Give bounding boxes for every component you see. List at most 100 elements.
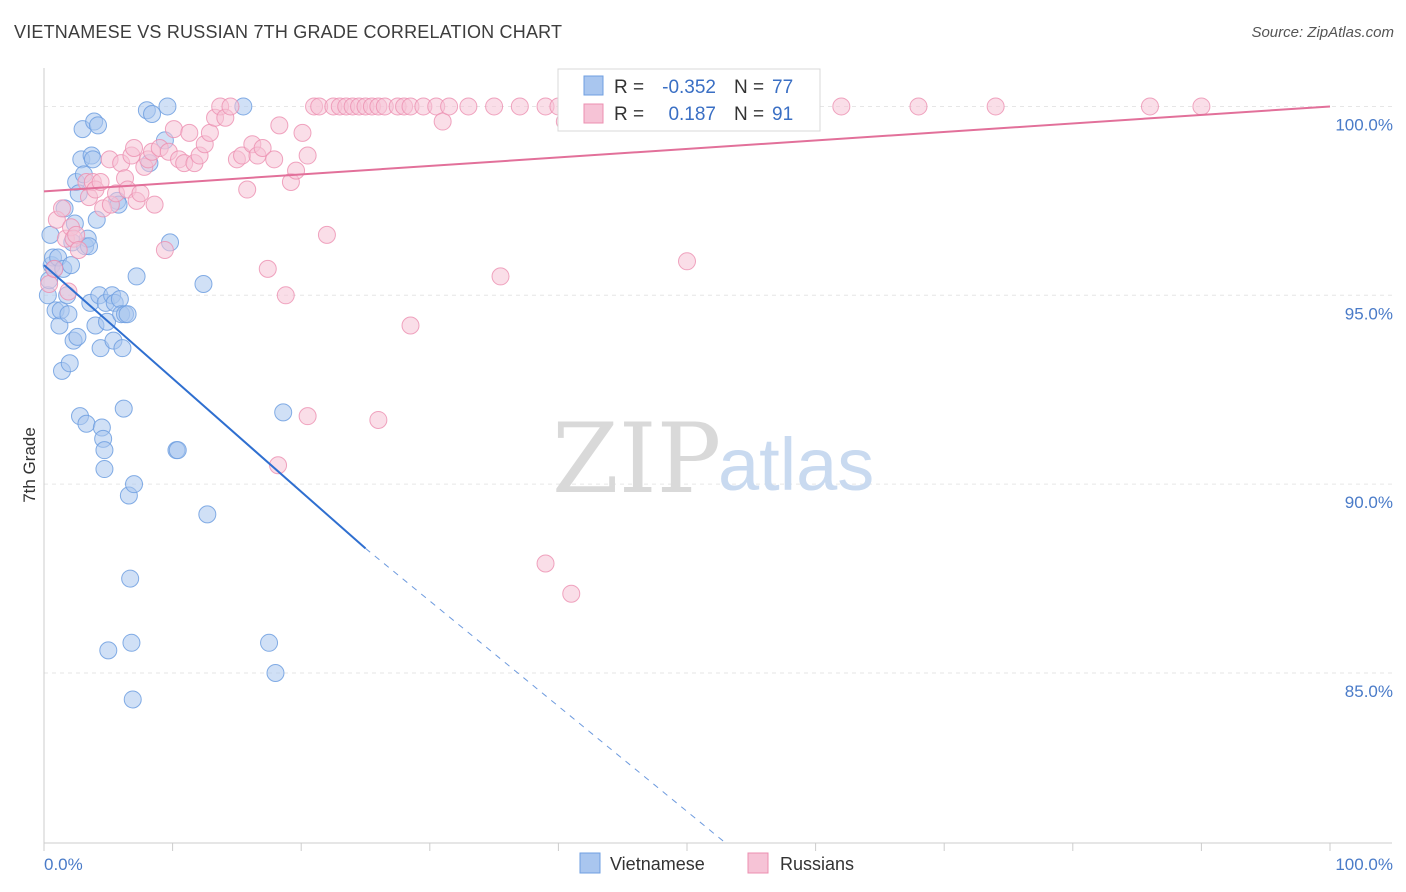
legend-swatch-blue: [583, 75, 604, 96]
russians-point: [200, 123, 219, 142]
russians-point: [298, 407, 317, 426]
x-tick-label: 100.0%: [1335, 855, 1393, 874]
y-tick-label: 100.0%: [1335, 115, 1393, 134]
russians-point: [287, 161, 306, 180]
stat-r-value-2: 0.187: [668, 104, 716, 125]
russians-point: [832, 97, 851, 116]
vietnamese-point: [95, 441, 114, 460]
russians-point: [145, 195, 164, 214]
russians-point: [1192, 97, 1211, 116]
legend-vietnamese-label: Vietnamese: [610, 854, 705, 874]
vietnamese-point: [143, 104, 162, 123]
russians-point: [265, 150, 284, 169]
russians-point: [155, 240, 174, 259]
russians-point: [401, 316, 420, 335]
russians-trend-line: [43, 105, 1331, 193]
vietnamese-point: [95, 460, 114, 479]
russians-point: [131, 184, 150, 203]
russians-point: [433, 112, 452, 131]
russians-point: [59, 282, 78, 301]
x-tick-label: 0.0%: [44, 855, 83, 874]
russians-point: [317, 225, 336, 244]
vietnamese-point: [59, 305, 78, 324]
russians-point: [91, 172, 110, 191]
series-vietnamese-points: [38, 97, 293, 709]
y-tick-label: 90.0%: [1345, 493, 1393, 512]
vietnamese-point: [125, 475, 144, 494]
russians-point: [678, 252, 696, 271]
russians-point: [258, 259, 277, 278]
stat-r-label-2: R =: [614, 104, 644, 125]
vietnamese-point: [114, 399, 133, 418]
russians-point: [238, 180, 257, 199]
vietnamese-point: [194, 274, 213, 293]
vietnamese-point: [68, 327, 87, 346]
vietnamese-point: [118, 305, 137, 324]
stat-r-value-1: -0.352: [662, 77, 716, 98]
russians-point: [270, 116, 289, 135]
y-axis-label: 7th Grade: [20, 427, 39, 503]
russians-point: [67, 225, 86, 244]
watermark-zip: ZIP: [552, 403, 721, 515]
russians-point: [276, 286, 295, 305]
russians-point: [440, 97, 459, 116]
vietnamese-point: [99, 641, 118, 660]
vietnamese-point: [266, 664, 285, 683]
legend-vietnamese-swatch: [579, 852, 601, 874]
stat-n-label-1: N =: [734, 77, 764, 98]
vietnamese-trend-line: [43, 264, 367, 550]
russians-point: [298, 146, 317, 165]
axes: [43, 68, 1392, 851]
y-tick-labels: 85.0% 90.0% 95.0% 100.0%: [1335, 115, 1393, 701]
russians-point: [125, 138, 144, 157]
russians-point: [180, 123, 199, 142]
russians-point: [69, 240, 88, 259]
russians-point: [459, 97, 478, 116]
stat-n-value-1: 77: [772, 77, 793, 98]
vietnamese-trend-extension: [365, 547, 726, 844]
y-tick-label: 95.0%: [1345, 304, 1393, 323]
vietnamese-point: [62, 256, 81, 275]
russians-point: [1140, 97, 1159, 116]
vietnamese-point: [60, 354, 79, 373]
vietnamese-point: [110, 290, 129, 309]
legend-russians-swatch: [747, 852, 769, 874]
series-russians-points: [40, 97, 1211, 603]
vietnamese-point: [121, 569, 140, 588]
legend-russians-label: Russians: [780, 854, 854, 874]
trend-lines: [43, 105, 1331, 844]
vietnamese-point: [113, 339, 132, 358]
vietnamese-point: [123, 690, 142, 709]
stat-r-label-1: R =: [614, 77, 644, 98]
russians-point: [909, 97, 928, 116]
vietnamese-point: [122, 633, 141, 652]
vietnamese-point: [168, 441, 187, 460]
y-tick-label: 85.0%: [1345, 682, 1393, 701]
russians-point: [491, 267, 510, 286]
vietnamese-point: [77, 414, 96, 433]
russians-point: [45, 259, 64, 278]
russians-point: [40, 274, 59, 293]
vietnamese-point: [127, 267, 146, 286]
stats-legend-box: R = -0.352 N = 77 R = 0.187 N = 91: [557, 68, 821, 132]
stat-n-value-2: 91: [772, 104, 793, 125]
russians-point: [536, 554, 555, 573]
russians-point: [53, 199, 72, 218]
chart-title: VIETNAMESE VS RUSSIAN 7TH GRADE CORRELAT…: [14, 22, 563, 42]
russians-point: [164, 120, 183, 139]
source-label: Source: ZipAtlas.com: [1251, 24, 1394, 41]
russians-point: [986, 97, 1005, 116]
vietnamese-point: [41, 225, 60, 244]
series-legend: Vietnamese Russians: [579, 852, 854, 874]
vietnamese-point: [274, 403, 293, 422]
russians-point: [269, 456, 288, 475]
x-tick-labels: 0.0% 100.0%: [44, 855, 1393, 874]
vietnamese-point: [158, 97, 177, 116]
russians-point: [562, 584, 581, 603]
russians-point: [369, 410, 388, 429]
russians-point: [510, 97, 529, 116]
russians-point: [485, 97, 504, 116]
russians-point: [221, 97, 240, 116]
russians-point: [293, 123, 312, 142]
